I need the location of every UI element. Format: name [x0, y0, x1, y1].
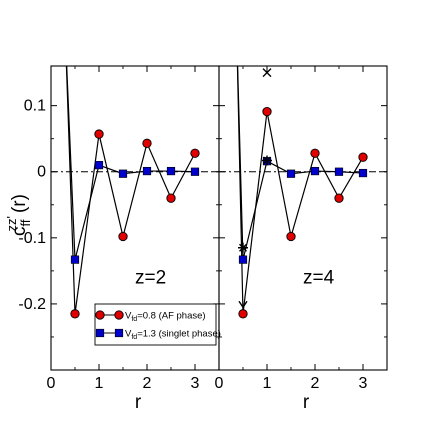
data-layer	[65, 66, 200, 319]
series-line	[66, 66, 196, 260]
x-tick-label: 2	[311, 375, 320, 392]
panel-z4: 0 1 2 3 r z=4	[215, 65, 388, 413]
legend-marker	[95, 310, 105, 320]
data-point-circle	[334, 193, 344, 203]
data-point-square	[310, 166, 320, 176]
data-point-square	[190, 167, 200, 176]
panel-label: z=4	[303, 267, 335, 288]
x-tick-label: 0	[47, 375, 56, 392]
plot-frame	[218, 65, 388, 371]
y-tick-label: 0.1	[24, 98, 46, 115]
extra-marker-x	[262, 68, 272, 78]
data-point-square	[238, 255, 248, 264]
data-point-circle	[70, 309, 80, 319]
data-point-circle	[190, 148, 200, 158]
data-point-square	[166, 166, 176, 176]
data-point-square	[118, 169, 128, 178]
data-point-circle	[310, 148, 320, 158]
y-tick-label: -0.1	[18, 230, 46, 247]
x-tick-label: 1	[263, 375, 272, 392]
y-axis-label: cffzz'(r)	[4, 194, 33, 236]
data-point-circle	[94, 129, 104, 139]
series-line	[65, 66, 196, 314]
series-line	[236, 66, 364, 314]
data-point-circle	[166, 193, 176, 203]
x-tick-label: 3	[359, 375, 368, 392]
data-point-circle	[238, 309, 248, 319]
data-point-circle	[262, 106, 272, 117]
data-point-circle	[142, 138, 152, 148]
y-axis-label-text: cffzz'(r)	[4, 194, 33, 236]
y-tick-label: -0.2	[18, 296, 46, 313]
data-layer	[236, 66, 368, 319]
legend-box	[94, 303, 217, 346]
x-tick-label: 1	[95, 375, 104, 392]
extra-marker-arrow-down	[238, 300, 248, 309]
extra-marker-star	[262, 155, 272, 166]
x-axis-label: r	[303, 392, 310, 413]
data-point-square	[358, 168, 368, 178]
legend-entry-label: Vfd=1.3 (singlet phase)	[125, 329, 221, 342]
data-point-square	[286, 169, 296, 178]
panel-label: z=2	[135, 267, 166, 288]
legend-marker	[114, 328, 124, 338]
data-point-square	[142, 166, 152, 176]
legend-marker	[114, 310, 124, 320]
extra-marker-star	[238, 242, 248, 253]
data-point-circle	[118, 231, 128, 242]
data-point-square	[94, 161, 104, 170]
data-point-circle	[286, 231, 296, 242]
series-line	[236, 66, 364, 260]
legend-marker	[95, 328, 105, 338]
panel-z2: 0.1 0 -0.1 -0.2 0 1 2 3 r z=2	[18, 65, 220, 413]
legend: Vfd=0.8 (AF phase) Vfd=1.3 (singlet phase…	[94, 303, 221, 346]
data-point-square	[70, 255, 80, 264]
x-tick-label: 3	[191, 375, 200, 392]
legend-entry-label: Vfd=0.8 (AF phase)	[125, 311, 206, 324]
y-tick-label: 0	[37, 164, 46, 181]
data-point-square	[334, 167, 344, 176]
x-tick-label: 2	[143, 375, 152, 392]
data-point-circle	[358, 152, 368, 162]
x-tick-label: 0	[215, 375, 224, 392]
x-axis-label: r	[135, 392, 142, 413]
